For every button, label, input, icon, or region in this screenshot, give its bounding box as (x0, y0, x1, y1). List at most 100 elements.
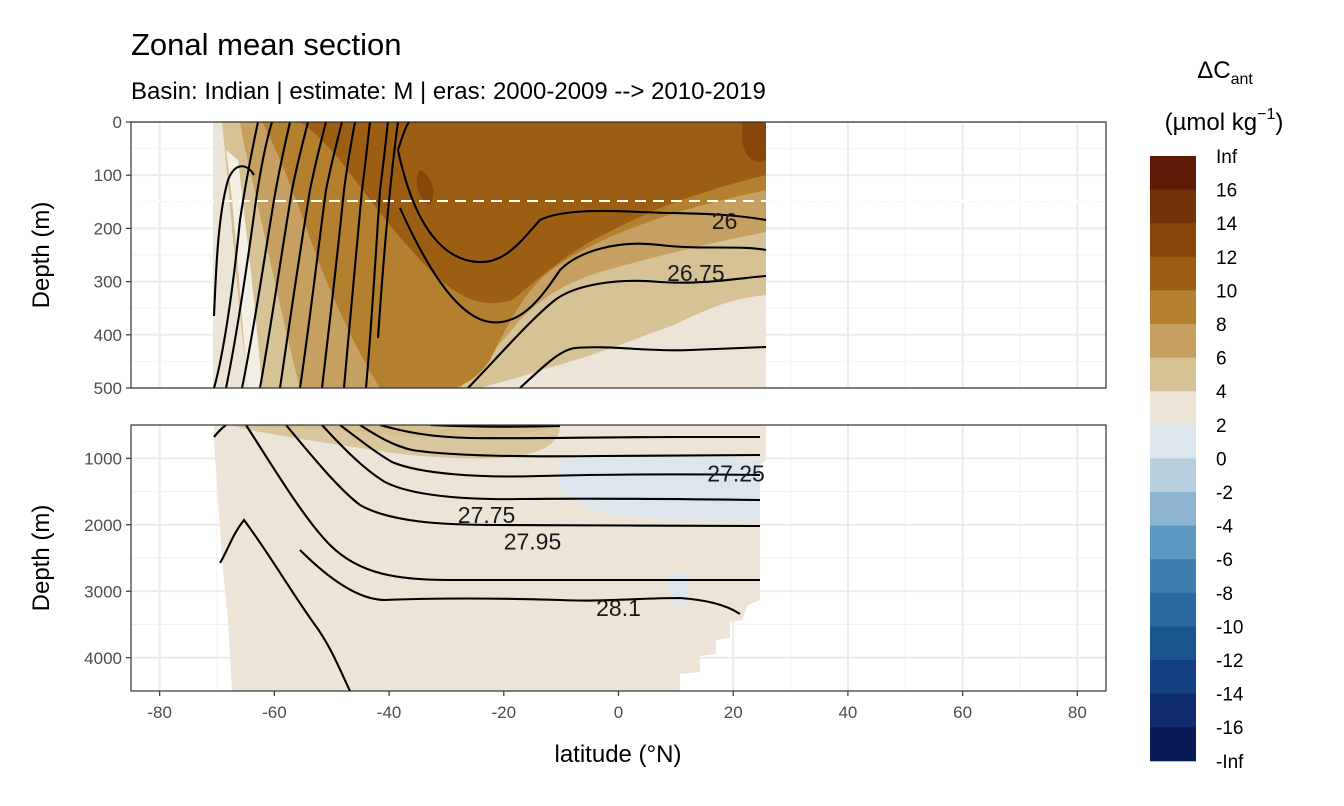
isopycnal-line (219, 518, 351, 691)
isopycnal-line (245, 425, 760, 582)
y-axis-title-lower: Depth (m) (28, 505, 55, 612)
field-band-neg2-0 (560, 456, 760, 521)
upper-panel-y-axis: 0 100 200 300 400 500 (94, 113, 131, 398)
upper-isopycnals (212, 122, 767, 388)
legend-tick-label: -4 (1216, 517, 1233, 538)
legend-color-swatch (1150, 693, 1196, 728)
x-tick-label: 0 (614, 703, 623, 722)
legend-unit-suffix: ) (1275, 109, 1283, 136)
isopycnal-line (379, 425, 760, 440)
isopycnal-line (213, 425, 227, 438)
legend-color-swatch (1150, 727, 1196, 762)
y-tick-label: 2000 (84, 516, 122, 535)
field-band-12-14 (416, 170, 434, 205)
legend-tick-label: 6 (1216, 349, 1227, 370)
legend-tick-label: -2 (1216, 483, 1233, 504)
x-axis: -80 -60 -40 -20 0 20 40 60 80 (147, 691, 1087, 722)
legend-color-swatch (1150, 223, 1196, 258)
y-tick-label: 100 (94, 166, 122, 185)
legend-color-swatch (1150, 559, 1196, 594)
legend-tick-label: -16 (1216, 718, 1243, 739)
legend-color-swatch (1150, 156, 1196, 191)
legend-color-swatch (1150, 324, 1196, 359)
legend-colorbar (1150, 156, 1196, 762)
legend-title: ΔCant (1197, 57, 1253, 88)
legend-color-swatch (1150, 424, 1196, 459)
y-tick-label: 300 (94, 273, 122, 292)
x-tick-label: -40 (377, 703, 402, 722)
isopycnal-label: 27.75 (458, 502, 516, 528)
field-band-4-6-lower (230, 425, 560, 459)
chart-subtitle: Basin: Indian | estimate: M | eras: 2000… (131, 78, 766, 105)
upper-panel-border (130, 121, 1107, 389)
x-tick-label: 60 (953, 703, 972, 722)
isopycnal-line (224, 122, 274, 388)
legend-tick-label: -Inf (1216, 752, 1244, 773)
isopycnal-line (519, 345, 767, 388)
isopycnal-line (364, 122, 390, 388)
legend-tick-label: 16 (1216, 181, 1237, 202)
y-tick-label: 1000 (84, 449, 122, 468)
y-tick-label: 0 (113, 113, 122, 132)
isopycnal-line (285, 425, 761, 528)
isopycnal-line (258, 122, 310, 388)
isopycnal-line (321, 425, 761, 502)
isopycnal-line (320, 122, 357, 388)
isopycnal-label: 26 (712, 208, 738, 234)
isopycnal-line (467, 274, 767, 388)
field-band-neg2-0-deep (668, 572, 690, 610)
legend-tick-label: -6 (1216, 550, 1233, 571)
y-axis-title-upper: Depth (m) (28, 202, 55, 309)
field-band-10-12 (300, 122, 766, 304)
legend-color-swatch (1150, 189, 1196, 224)
lower-panel: 1000 2000 3000 4000 (84, 424, 1107, 692)
legend-tick-label: 4 (1216, 382, 1227, 403)
y-tick-label: 4000 (84, 649, 122, 668)
y-tick-label: 3000 (84, 582, 122, 601)
upper-panel: 0 100 200 300 400 500 (94, 113, 1107, 398)
x-tick-label: -80 (147, 703, 172, 722)
legend-tick-label: Inf (1216, 147, 1238, 168)
isopycnal-label: 28.1 (596, 595, 641, 621)
field-band-12-14-east (742, 122, 766, 162)
legend-unit-prefix: (µmol kg (1165, 109, 1258, 136)
legend-title-subscript: ant (1231, 71, 1254, 88)
chart-title: Zonal mean section (131, 27, 402, 62)
y-tick-label: 200 (94, 219, 122, 238)
legend-color-swatch (1150, 458, 1196, 493)
legend-tick-label: 12 (1216, 248, 1237, 269)
isopycnal-line (342, 122, 372, 388)
isopycnal-line (376, 122, 400, 339)
legend-tick-label: 8 (1216, 315, 1227, 336)
legend-color-swatch (1150, 357, 1196, 392)
legend-tick-label: -10 (1216, 617, 1243, 638)
isopycnal-line (359, 425, 761, 458)
legend-color-swatch (1150, 592, 1196, 627)
legend-tick-label: -12 (1216, 651, 1243, 672)
legend-labels: Inf 16 14 12 10 8 6 4 2 0 -2 -4 -6 -8 -10 -12 -14 -16 -Inf (1216, 147, 1244, 773)
isopycnal-line (339, 425, 761, 478)
legend: ΔCant (µmol kg−1) Inf 16 14 12 10 8 6 4 2 0 -2 -4 -6… (1150, 57, 1283, 773)
isopycnal-label: 27.95 (504, 528, 562, 554)
lower-isopycnals (213, 425, 761, 691)
isopycnal-line (298, 122, 344, 388)
legend-unit-exponent: −1 (1257, 106, 1275, 123)
legend-tick-label: 2 (1216, 416, 1227, 437)
x-tick-label: 40 (838, 703, 857, 722)
isopycnal-line (278, 122, 328, 388)
legend-tick-label: -14 (1216, 685, 1244, 706)
y-tick-label: 500 (94, 379, 122, 398)
isopycnal-line (240, 122, 292, 388)
x-axis-title: latitude (°N) (555, 741, 682, 768)
isopycnal-line (299, 549, 741, 615)
isopycnal-label: 27.25 (707, 461, 765, 487)
legend-color-swatch (1150, 492, 1196, 527)
legend-title-main: ΔC (1197, 57, 1230, 84)
isopycnal-label: 26.75 (667, 260, 725, 286)
legend-color-swatch (1150, 525, 1196, 560)
x-tick-label: 20 (724, 703, 743, 722)
legend-tick-label: 10 (1216, 281, 1237, 302)
legend-color-swatch (1150, 391, 1196, 426)
